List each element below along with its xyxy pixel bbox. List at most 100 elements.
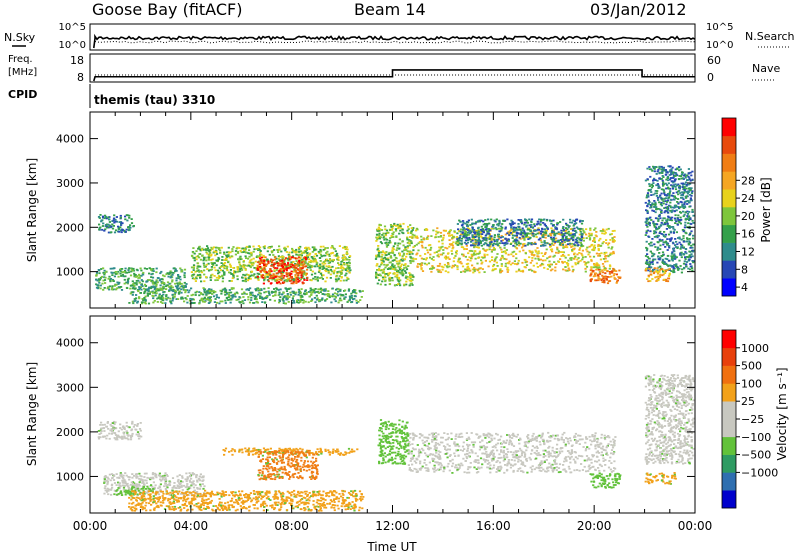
data-cell xyxy=(375,233,379,236)
data-cell xyxy=(179,275,182,278)
data-cell xyxy=(514,242,517,245)
data-cell xyxy=(222,288,225,291)
data-cell xyxy=(499,246,502,249)
data-cell xyxy=(212,291,216,294)
data-cell xyxy=(126,281,129,284)
data-cell xyxy=(227,260,230,263)
data-cell xyxy=(654,179,657,181)
data-cell xyxy=(484,236,487,239)
data-cell xyxy=(601,232,604,235)
data-cell xyxy=(274,256,277,259)
data-cell xyxy=(569,228,573,230)
data-cell xyxy=(655,208,658,211)
data-cell xyxy=(550,238,553,240)
data-cell xyxy=(223,291,226,294)
data-cell xyxy=(606,270,609,273)
data-cell xyxy=(271,275,275,278)
data-cell xyxy=(461,231,464,234)
data-cell xyxy=(235,299,238,301)
data-cell xyxy=(466,265,470,268)
data-cell xyxy=(303,273,306,275)
data-cell xyxy=(177,287,180,290)
data-cell xyxy=(603,267,606,269)
data-cell xyxy=(285,267,289,270)
data-cell xyxy=(118,286,121,289)
data-cell xyxy=(300,268,303,271)
data-cell xyxy=(689,263,692,265)
data-cell xyxy=(209,252,212,254)
data-cell xyxy=(477,236,480,239)
data-cell xyxy=(653,166,657,168)
data-cell xyxy=(529,230,532,232)
data-cell xyxy=(124,267,127,270)
data-cell xyxy=(195,250,198,252)
data-cell xyxy=(561,227,565,230)
data-cell xyxy=(521,261,524,264)
data-cell xyxy=(259,258,262,261)
data-cell xyxy=(439,247,442,250)
data-cell xyxy=(323,260,327,262)
data-cell xyxy=(665,197,668,200)
data-cell xyxy=(493,234,496,236)
data-cell xyxy=(209,279,212,281)
data-cell xyxy=(446,252,450,255)
data-cell xyxy=(385,245,389,248)
data-cell xyxy=(299,245,302,248)
data-cell xyxy=(673,228,676,231)
data-cell xyxy=(103,276,106,279)
data-cell xyxy=(492,263,496,266)
data-cell xyxy=(661,169,664,172)
data-cell xyxy=(472,242,475,245)
data-cell xyxy=(359,299,362,301)
data-cell xyxy=(581,220,584,222)
data-cell xyxy=(211,247,214,250)
data-cell xyxy=(196,262,199,265)
data-cell xyxy=(249,265,252,267)
nave-tick-top: 60 xyxy=(707,54,721,67)
data-cell xyxy=(120,270,123,273)
data-cell xyxy=(324,299,327,302)
data-cell xyxy=(672,242,675,245)
data-cell xyxy=(184,297,187,299)
data-cell xyxy=(613,277,616,279)
data-cell xyxy=(568,269,571,271)
data-cell xyxy=(183,281,186,284)
data-cell xyxy=(308,260,311,263)
data-cell xyxy=(506,262,509,264)
data-cell xyxy=(657,227,661,230)
data-cell xyxy=(544,232,547,234)
data-cell xyxy=(277,255,280,258)
data-cell xyxy=(391,227,394,230)
data-cell xyxy=(541,228,544,231)
data-cell xyxy=(406,238,409,241)
data-cell xyxy=(163,275,166,278)
data-cell xyxy=(266,250,269,253)
data-cell xyxy=(674,172,677,175)
data-cell xyxy=(528,218,531,221)
data-cell xyxy=(551,268,554,271)
data-cell xyxy=(656,197,660,199)
data-cell xyxy=(256,272,259,275)
data-cell xyxy=(123,278,126,281)
data-cell xyxy=(563,229,566,231)
data-cell xyxy=(471,234,474,236)
data-cell xyxy=(283,295,286,298)
data-cell xyxy=(384,266,387,269)
data-cell xyxy=(464,268,467,271)
data-cell xyxy=(317,271,321,273)
data-cell xyxy=(484,238,487,240)
data-cell xyxy=(385,273,388,275)
data-cell xyxy=(593,238,596,241)
data-cell xyxy=(415,227,418,230)
data-cell xyxy=(199,299,202,302)
data-cell xyxy=(658,232,661,234)
data-cell xyxy=(677,198,680,200)
data-cell xyxy=(300,254,303,257)
data-cell xyxy=(528,249,531,252)
data-cell xyxy=(383,263,386,266)
data-cell xyxy=(109,280,112,283)
data-cell xyxy=(148,267,151,269)
data-cell xyxy=(203,291,206,294)
data-cell xyxy=(260,253,263,256)
data-cell xyxy=(224,299,227,302)
